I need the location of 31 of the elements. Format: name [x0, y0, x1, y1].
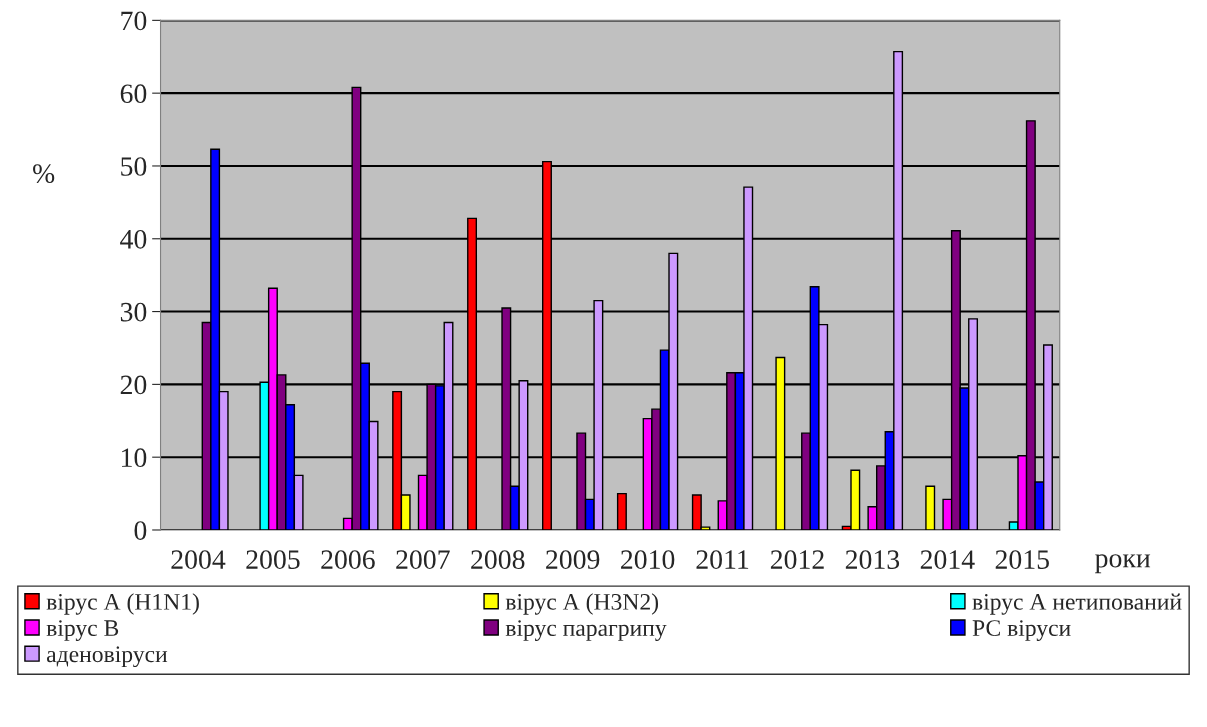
x-axis-title: роки: [1095, 554, 1151, 574]
y-tick-label: 30: [120, 302, 147, 322]
y-tick-label: 10: [122, 448, 147, 468]
x-tick-label: 2005: [246, 550, 300, 569]
y-tick-label: 0: [134, 521, 147, 540]
legend-label: вірус А нетипований: [972, 593, 1182, 615]
bar: [925, 485, 936, 530]
legend-label: аденовіруси: [47, 646, 168, 668]
y-tick-label: 40: [120, 229, 147, 249]
y-tick-label: 70: [121, 11, 147, 31]
x-tick-label: 2010: [621, 550, 675, 569]
x-tick-label: 2013: [845, 550, 900, 569]
x-tick-label: 2008: [471, 550, 525, 569]
x-tick-label: 2004: [171, 550, 226, 569]
y-tick-label: 20: [120, 375, 147, 395]
x-tick-label: 2012: [770, 550, 824, 569]
y-axis-title: %: [33, 164, 55, 183]
y-tick-label: 50: [121, 157, 147, 176]
x-tick-label: 2007: [396, 550, 450, 569]
x-tick-label: 2015: [995, 550, 1049, 569]
x-tick-label: 2011: [696, 550, 749, 569]
x-tick-label: 2014: [920, 550, 975, 569]
y-tick-label: 60: [120, 84, 147, 104]
bar: [616, 492, 627, 530]
x-tick-label: 2006: [321, 550, 375, 569]
legend-label: РС віруси: [972, 620, 1071, 641]
legend-label: вірус В: [46, 620, 119, 641]
legend-label: вірус парагрипу: [505, 620, 667, 641]
legend-label: вірус А (H3N2): [505, 593, 659, 615]
legend-label: вірус А (H1N1): [46, 593, 199, 615]
x-tick-label: 2009: [546, 550, 600, 569]
